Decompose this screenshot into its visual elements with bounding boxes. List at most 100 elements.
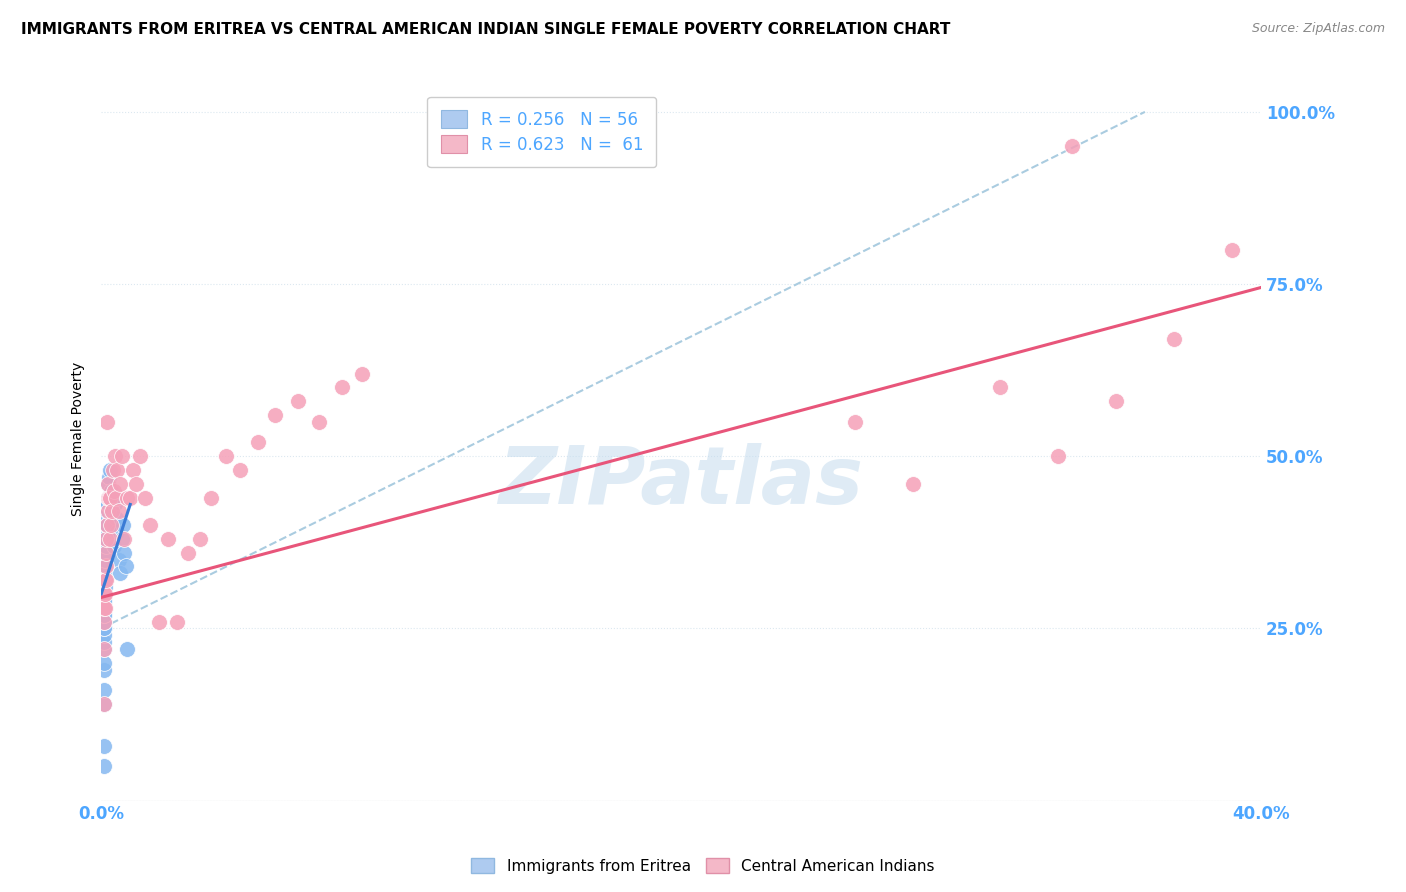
Point <box>98 491 121 505</box>
Point <box>125 476 148 491</box>
Point <box>108 476 131 491</box>
Point <box>93 628 115 642</box>
Point <box>98 463 121 477</box>
Point <box>94 566 117 581</box>
Text: IMMIGRANTS FROM ERITREA VS CENTRAL AMERICAN INDIAN SINGLE FEMALE POVERTY CORRELA: IMMIGRANTS FROM ERITREA VS CENTRAL AMERI… <box>21 22 950 37</box>
Point <box>1105 394 1128 409</box>
Point <box>100 504 122 518</box>
Point <box>122 463 145 477</box>
Point <box>148 615 170 629</box>
Point <box>96 415 118 429</box>
Point <box>229 463 252 477</box>
Point <box>110 532 132 546</box>
Point <box>93 573 115 587</box>
Point <box>93 739 115 753</box>
Point <box>94 532 117 546</box>
Point <box>101 532 124 546</box>
Point <box>93 683 115 698</box>
Point <box>93 615 115 629</box>
Point <box>1062 139 1084 153</box>
Point <box>129 449 152 463</box>
Point <box>97 491 120 505</box>
Point <box>988 380 1011 394</box>
Point <box>93 663 115 677</box>
Point <box>134 491 156 505</box>
Point <box>97 476 120 491</box>
Point <box>94 587 117 601</box>
Point <box>93 697 115 711</box>
Text: Source: ZipAtlas.com: Source: ZipAtlas.com <box>1251 22 1385 36</box>
Point <box>93 600 115 615</box>
Point <box>246 435 269 450</box>
Point <box>94 559 117 574</box>
Point <box>93 594 115 608</box>
Point <box>97 491 120 505</box>
Point <box>104 491 127 505</box>
Point <box>96 498 118 512</box>
Point <box>120 491 142 505</box>
Point <box>156 532 179 546</box>
Point <box>103 449 125 463</box>
Point <box>93 642 115 657</box>
Point <box>287 394 309 409</box>
Point <box>101 491 124 505</box>
Point <box>93 600 115 615</box>
Point <box>94 524 117 539</box>
Point <box>93 607 115 622</box>
Point <box>93 642 115 657</box>
Point <box>93 622 115 636</box>
Point <box>139 518 162 533</box>
Point <box>1220 243 1243 257</box>
Point <box>93 615 115 629</box>
Point <box>112 532 135 546</box>
Point <box>94 559 117 574</box>
Point <box>112 546 135 560</box>
Point <box>352 367 374 381</box>
Point <box>107 504 129 518</box>
Point <box>200 491 222 505</box>
Point <box>93 607 115 622</box>
Point <box>94 573 117 587</box>
Point <box>330 380 353 394</box>
Point <box>93 594 115 608</box>
Point <box>101 463 124 477</box>
Point <box>105 463 128 477</box>
Point <box>96 518 118 533</box>
Point <box>94 539 117 553</box>
Point <box>844 415 866 429</box>
Point <box>105 524 128 539</box>
Point <box>188 532 211 546</box>
Point <box>94 552 117 566</box>
Point <box>93 635 115 649</box>
Point <box>98 532 121 546</box>
Text: ZIPatlas: ZIPatlas <box>499 443 863 522</box>
Point <box>104 498 127 512</box>
Point <box>104 511 127 525</box>
Point <box>96 511 118 525</box>
Point <box>107 552 129 566</box>
Point <box>117 642 139 657</box>
Point <box>100 483 122 498</box>
Point <box>94 518 117 533</box>
Point <box>96 504 118 518</box>
Point <box>93 622 115 636</box>
Point <box>93 587 115 601</box>
Point <box>94 600 117 615</box>
Point <box>1163 332 1185 346</box>
Point <box>215 449 238 463</box>
Point <box>94 546 117 560</box>
Point <box>115 559 138 574</box>
Point <box>97 476 120 491</box>
Point <box>93 697 115 711</box>
Point <box>1046 449 1069 463</box>
Point <box>100 518 122 533</box>
Legend: R = 0.256   N = 56, R = 0.623   N =  61: R = 0.256 N = 56, R = 0.623 N = 61 <box>427 96 657 168</box>
Point <box>101 504 124 518</box>
Point <box>110 449 132 463</box>
Point <box>93 573 115 587</box>
Point <box>166 615 188 629</box>
Point <box>93 587 115 601</box>
Point <box>93 600 115 615</box>
Point <box>96 532 118 546</box>
Legend: Immigrants from Eritrea, Central American Indians: Immigrants from Eritrea, Central America… <box>465 852 941 880</box>
